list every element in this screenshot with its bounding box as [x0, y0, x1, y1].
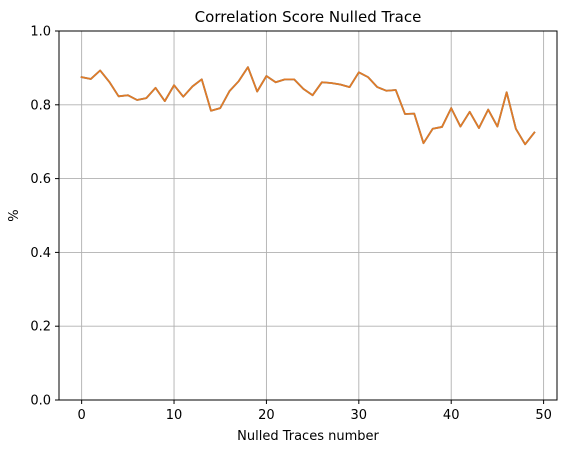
series-line-2	[80, 66, 536, 146]
series-line-1	[80, 66, 536, 146]
grid	[59, 30, 557, 401]
y-tick-label: 0.0	[30, 394, 51, 409]
y-tick-label: 1.0	[30, 25, 51, 40]
x-tick-label: 10	[166, 408, 183, 423]
series-group	[80, 66, 536, 146]
y-axis-ticks: 0.0 0.2 0.4 0.6 0.8 1.0	[30, 25, 59, 409]
x-tick-label: 30	[351, 408, 368, 423]
y-tick-label: 0.8	[30, 98, 51, 113]
x-tick-label: 0	[77, 408, 85, 423]
y-axis-title: %	[7, 209, 22, 221]
x-axis-ticks: 0 10 20 30 40 50	[77, 400, 552, 423]
x-tick-label: 20	[258, 408, 275, 423]
plot-frame	[58, 30, 558, 401]
y-tick-label: 0.2	[30, 320, 51, 335]
chart-title: Correlation Score Nulled Trace	[195, 8, 422, 26]
x-axis-title: Nulled Traces number	[237, 429, 379, 444]
x-tick-label: 40	[443, 408, 460, 423]
y-tick-label: 0.6	[30, 172, 51, 187]
x-tick-label: 50	[535, 408, 552, 423]
y-tick-label: 0.4	[30, 246, 51, 261]
